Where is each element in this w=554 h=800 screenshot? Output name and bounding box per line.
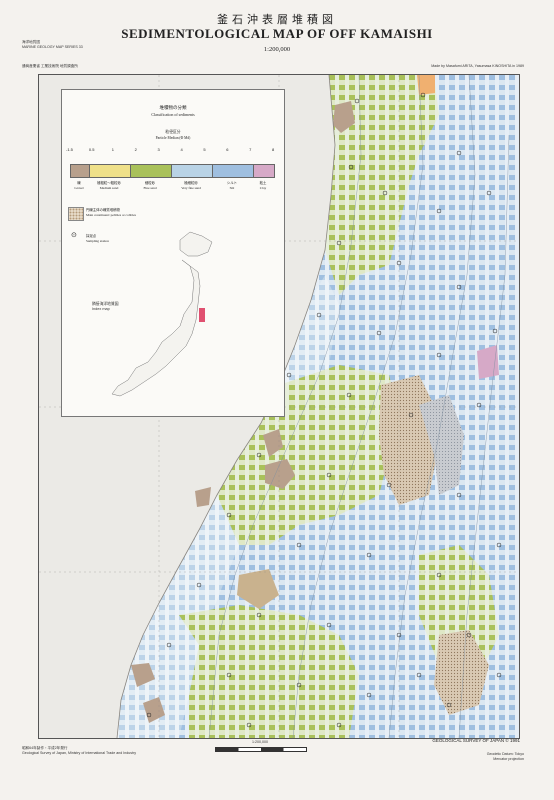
phi-tick-label: -1.5	[66, 147, 73, 152]
sampling-station-icon: ⊙	[71, 231, 77, 239]
sediment-class-swatch	[70, 164, 90, 178]
sediment-class-label-en: Medium sand	[99, 185, 119, 190]
green-fine-sand-north-east	[409, 75, 439, 185]
gravel-note-jp: 円礫主体の礫質堆積物	[86, 208, 120, 212]
sediment-class-label-en: Clay	[259, 185, 267, 190]
map-frame: 堆積物の分類 Classification of sediments 粒径区分 …	[38, 74, 520, 739]
phi-tick-label: 1	[111, 147, 114, 152]
sediment-class-label-jp: シルト	[226, 181, 238, 185]
green-fine-sand-south	[179, 605, 359, 738]
index-map-area-highlight	[199, 308, 205, 322]
index-map-hokkaido	[179, 231, 213, 257]
footer-right-line2: Mercator projection	[493, 757, 524, 761]
footer-left-line2: Geological Survey of Japan, Ministry of …	[22, 751, 137, 755]
sediment-class-label: 極粗粒〜粗粒砂 Medium sand	[89, 181, 129, 190]
authors-credit: Made by Masafumi ARITA, Yasumasa KINOSHI…	[431, 64, 524, 68]
sediment-class-swatch	[253, 164, 275, 178]
gravel-patch-2	[263, 429, 283, 457]
gravel-patch-4	[195, 487, 211, 507]
pink-clay-patch	[477, 345, 499, 379]
legend-title-jp: 堆積物の分類	[159, 105, 187, 110]
gravel-patch-6	[237, 569, 279, 609]
coastline	[116, 75, 336, 738]
sediment-class-swatch	[130, 164, 172, 178]
sediment-class-label-en: Silt	[229, 185, 235, 190]
phi-tick-label: 7	[249, 147, 252, 152]
sediment-class-label: 極細粒砂 Very fine sand	[171, 181, 211, 190]
index-map-title: 隣接海洋地質図 Index map	[92, 302, 119, 312]
footer-right: Geodetic Datum: Tokyo Mercator projectio…	[487, 752, 524, 762]
sediment-class-label-jp: 粘土	[259, 181, 267, 185]
series-en: MARINE GEOLOGY MAP SERIES 33	[22, 45, 83, 49]
sediment-class-label: シルト Silt	[212, 181, 252, 190]
sediment-class-label: 礫 Gravel	[70, 181, 88, 190]
sediment-class-label-en: Fine sand	[143, 185, 157, 190]
sediment-class-label-jp: 極粗粒〜粗粒砂	[97, 181, 121, 185]
gravel-patch-3	[265, 459, 295, 489]
index-title-en: Index map	[92, 307, 110, 311]
legend-title-en: Classification of sediments	[151, 112, 195, 117]
legend-subtitle-en: Particle Median (Φ Md)	[155, 136, 191, 140]
sediment-class-swatch	[171, 164, 213, 178]
map-title-en: SEDIMENTOLOGICAL MAP OF OFF KAMAISHI	[121, 26, 433, 41]
map-scale-top: 1:200,000	[263, 46, 291, 53]
sediment-class-label-en: Gravel	[74, 185, 84, 190]
gravel-note-label: 円礫主体の礫質堆積物 Main constituent: pebbles or …	[86, 208, 136, 217]
index-map-japan-outline	[111, 259, 201, 397]
green-fine-sand-north	[325, 75, 419, 295]
footer-left-line1: 昭和64年製作・平成2年発行	[22, 746, 68, 750]
sediment-class-swatch	[212, 164, 254, 178]
gravel-note-en: Main constituent: pebbles or cobbles	[86, 212, 136, 217]
index-title-jp: 隣接海洋地質図	[92, 302, 119, 306]
legend-panel: 堆積物の分類 Classification of sediments 粒径区分 …	[61, 89, 285, 417]
sediment-class-label: 細粒砂 Fine sand	[130, 181, 170, 190]
legend-subtitle-jp: 粒径区分	[165, 130, 181, 134]
phi-tick-label: 5	[203, 147, 206, 152]
series-jp: 海洋地質図	[22, 40, 40, 44]
sampling-stations	[146, 92, 502, 728]
scale-bottom-label: 1:200,000	[252, 740, 268, 744]
rocky-gray-zone	[419, 395, 464, 495]
publisher-left: 通商産業省 工業技術院 地質調査所	[22, 64, 78, 68]
gravel-patch-7	[143, 697, 165, 723]
sediment-class-label-jp: 極細粒砂	[184, 181, 198, 185]
phi-tick-label: 8	[272, 147, 275, 152]
orange-patch	[417, 75, 435, 95]
phi-tick-label: 0.5	[88, 147, 95, 152]
sediment-class-label: 粘土 Clay	[253, 181, 273, 190]
phi-tick-label: 2	[134, 147, 137, 152]
sediment-class-label-jp: 細粒砂	[144, 181, 156, 185]
sediment-class-swatch	[89, 164, 131, 178]
index-map	[111, 231, 213, 397]
sediment-class-label-jp: 礫	[77, 181, 81, 185]
survey-credit: GEOLOGICAL SURVEY OF JAPAN © 1991	[432, 738, 520, 743]
bathymetric-contours	[208, 75, 510, 738]
gravel-dotted-zone-south	[434, 630, 489, 715]
phi-tick-label: 4	[180, 147, 183, 152]
sample-note-jp: 採泥点	[86, 234, 97, 238]
green-fine-sand-central	[217, 365, 399, 545]
footer-right-line1: Geodetic Datum: Tokyo	[486, 752, 524, 756]
sediment-class-label-en: Very fine sand	[181, 185, 201, 190]
footer-left: 昭和64年製作・平成2年発行 Geological Survey of Japa…	[22, 746, 136, 756]
sampling-station-label: 採泥点 Sampling station	[86, 234, 109, 243]
gravel-patch-5	[131, 663, 155, 687]
gravel-note-swatch	[68, 207, 84, 221]
scale-bar	[215, 747, 307, 752]
sample-note-en: Sampling station	[86, 238, 109, 243]
gravel-patch-1	[333, 101, 355, 133]
phi-tick-label: 3	[157, 147, 160, 152]
map-title-jp: 釜石沖表層堆積図	[217, 14, 337, 26]
series-label: 海洋地質図 MARINE GEOLOGY MAP SERIES 33	[22, 40, 83, 50]
phi-tick-label: 6	[226, 147, 229, 152]
